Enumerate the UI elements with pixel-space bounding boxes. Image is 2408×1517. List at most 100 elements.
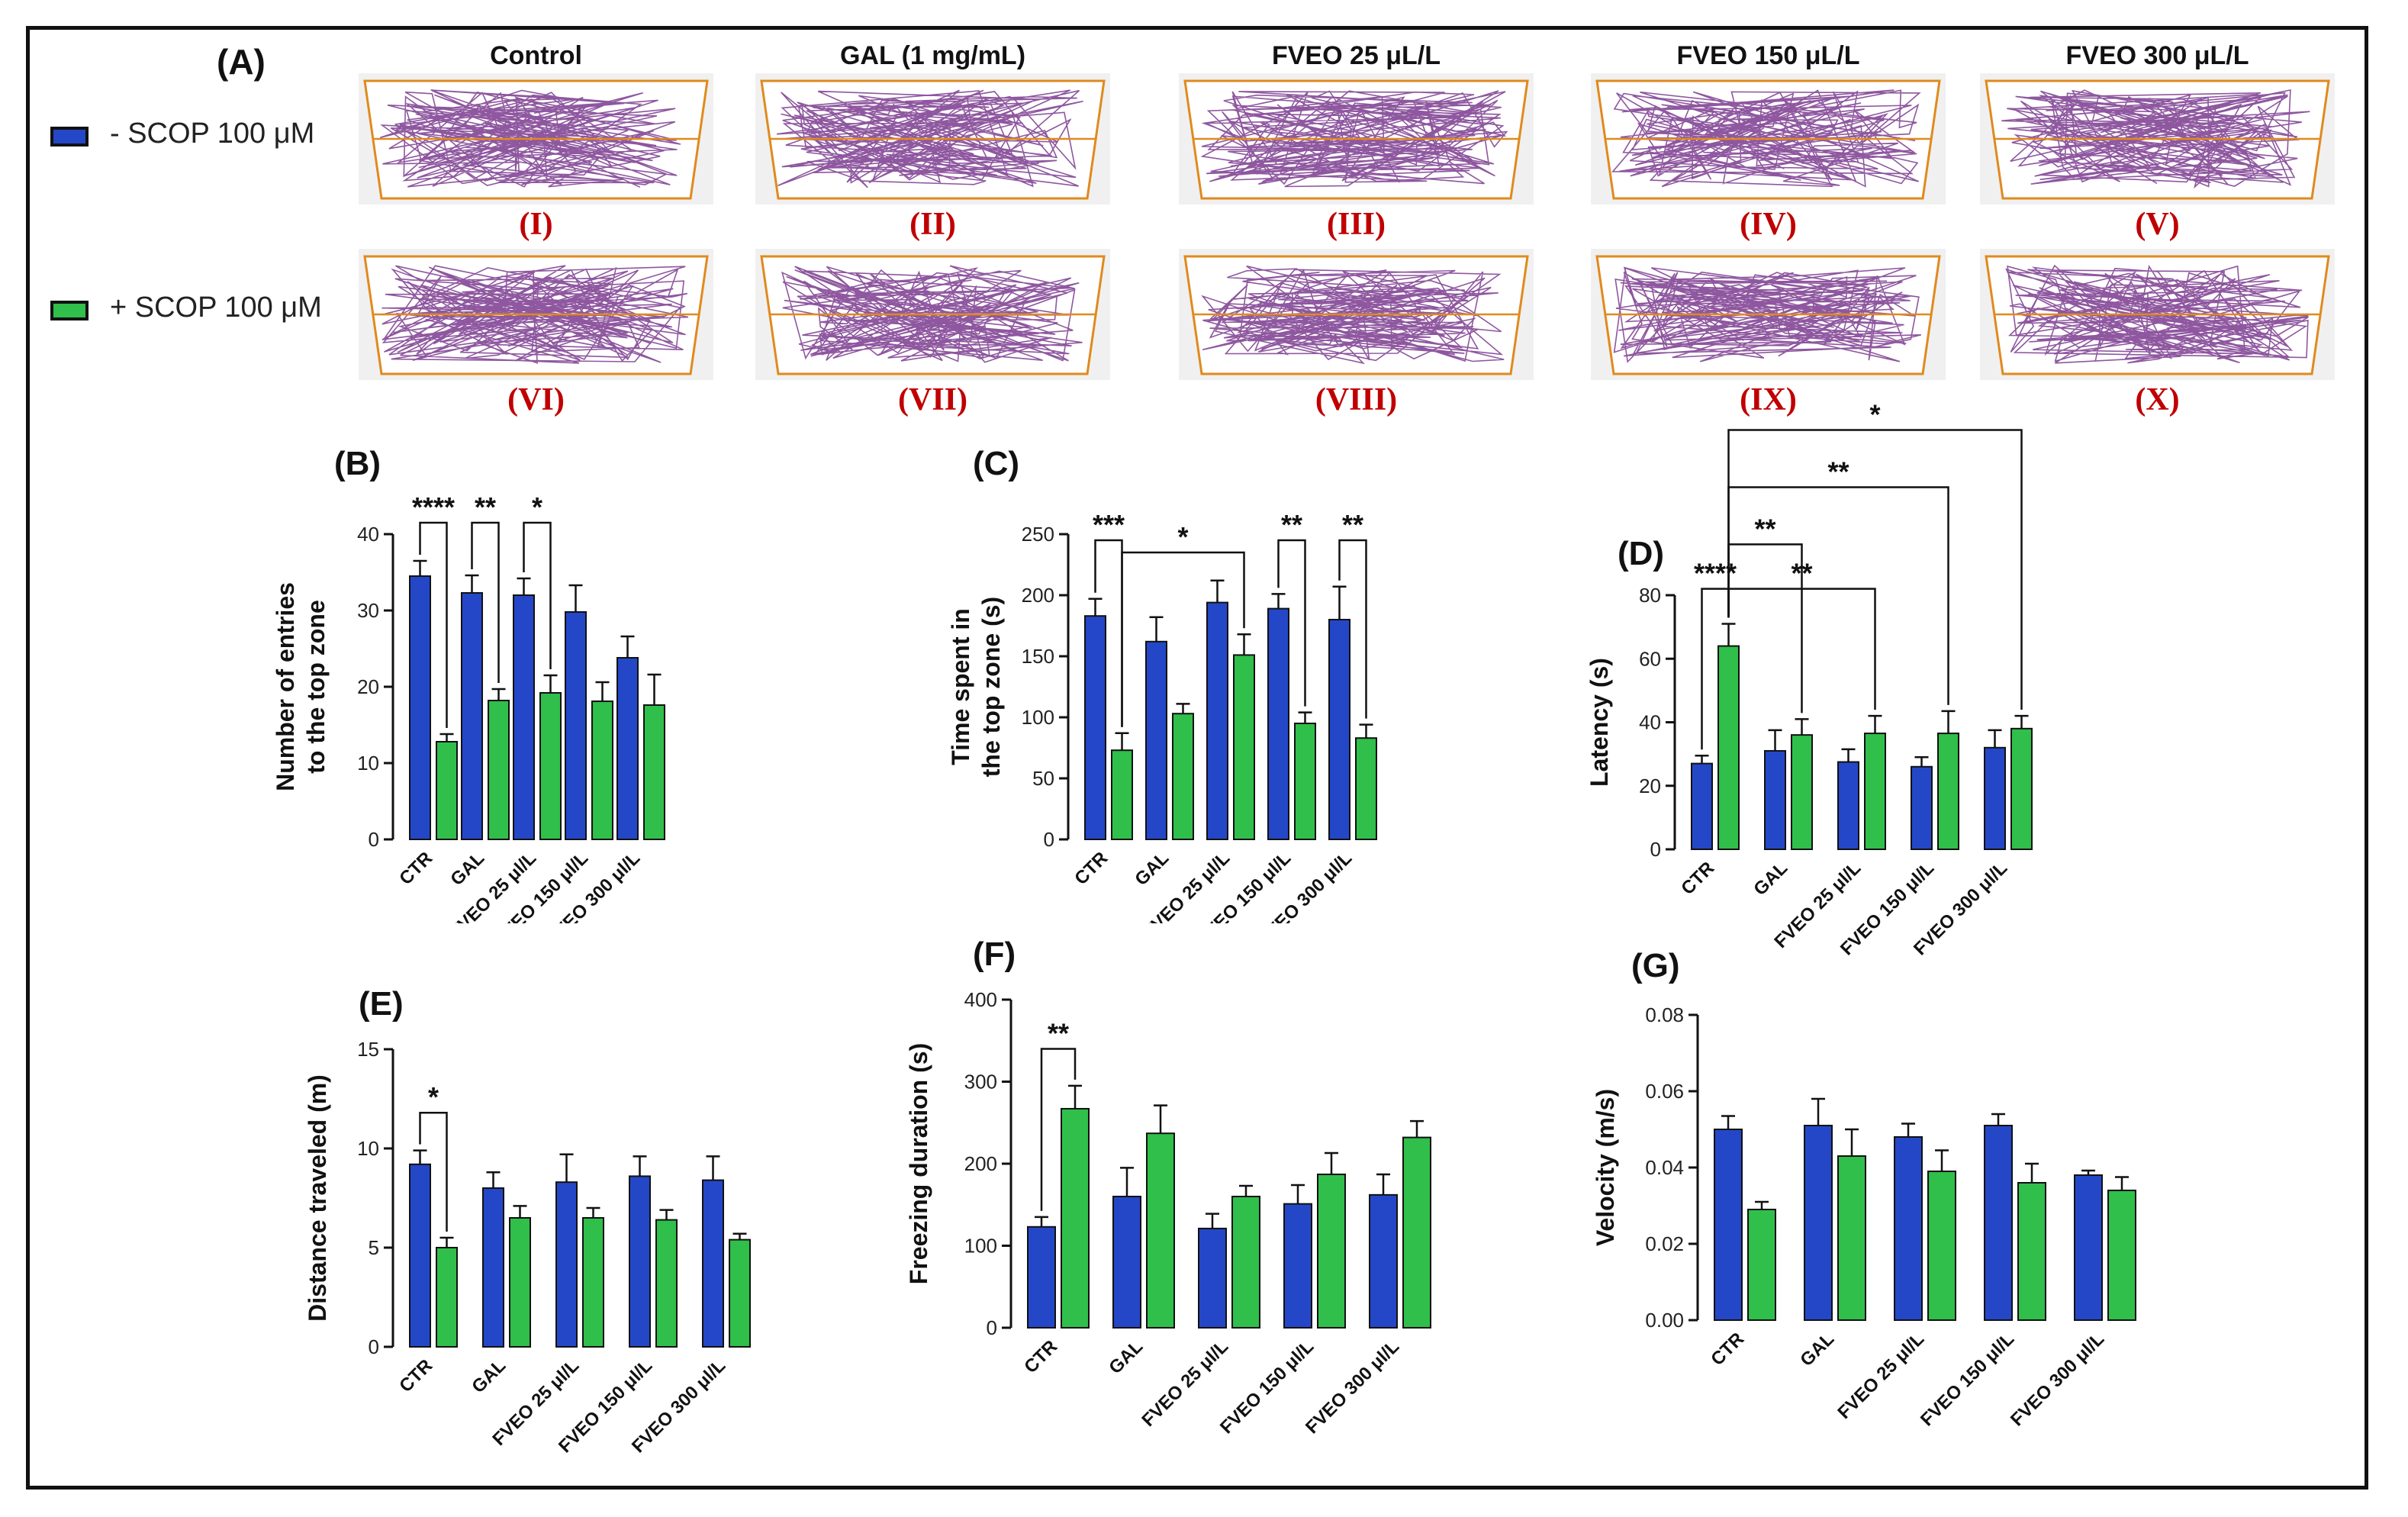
bar-E-minus-scop-2: [555, 1181, 578, 1348]
category-label: GAL: [468, 1355, 510, 1397]
significance-stars: *: [1177, 521, 1188, 552]
bar-G-minus-scop-4: [2074, 1174, 2103, 1321]
y-tick-label: 0: [987, 1316, 997, 1339]
significance-stars: *: [428, 1081, 439, 1113]
significance-bracket: [1121, 551, 1245, 727]
column-title-3: FVEO 25 μL/L: [1271, 41, 1441, 70]
y-tick-label: 300: [964, 1071, 997, 1093]
significance-bracket: [419, 1111, 448, 1232]
bar-G-minus-scop-3: [1984, 1125, 2013, 1321]
column-title-5: FVEO 300 μL/L: [2065, 41, 2249, 70]
bar-C-minus-scop-3: [1267, 607, 1289, 840]
category-label: FVEO 300 μl/L: [2007, 1329, 2108, 1430]
y-axis-label: Distance traveled (m): [304, 1074, 331, 1322]
y-tick-label: 40: [1639, 711, 1661, 734]
bar-E-plus-scop-0: [436, 1247, 458, 1348]
y-tick-label: 80: [1639, 584, 1661, 607]
category-label: GAL: [1750, 858, 1792, 900]
significance-bracket: [471, 521, 500, 683]
y-tick-label: 0.00: [1645, 1309, 1684, 1332]
significance-bracket: [1277, 539, 1306, 707]
bar-D-minus-scop-4: [1984, 746, 2006, 850]
bar-C-plus-scop-1: [1172, 713, 1194, 841]
panel-label-F: (F): [973, 936, 1016, 973]
significance-bracket: [523, 521, 552, 669]
category-label: CTR: [395, 1355, 436, 1396]
y-axis-label: Number of entries: [272, 582, 299, 791]
bar-C-minus-scop-4: [1328, 619, 1350, 840]
bar-D-plus-scop-0: [1717, 645, 1740, 850]
legend-text-minus-scop: - SCOP 100 μM: [110, 118, 315, 150]
chart-G: (G) 0.00 0.02 0.04 0.06 0.08 Velocity (m/s) CTR…: [1592, 947, 2136, 1430]
y-tick-label: 0: [369, 1335, 379, 1358]
significance-stars: **: [1827, 456, 1849, 487]
y-tick-label: 15: [357, 1038, 379, 1061]
y-tick-label: 0.02: [1645, 1232, 1684, 1255]
track-plot-1: [359, 73, 713, 205]
swim-trajectory: [1613, 266, 1921, 363]
track-label-6: (VI): [507, 382, 565, 417]
track-plot-2: [755, 73, 1110, 205]
bar-G-plus-scop-2: [1927, 1171, 1956, 1321]
bar-C-plus-scop-4: [1355, 737, 1377, 841]
significance-stars: **: [1281, 509, 1302, 540]
bar-B-plus-scop-3: [591, 701, 613, 840]
bar-G-minus-scop-1: [1804, 1125, 1833, 1321]
swim-trajectory: [776, 89, 1083, 188]
category-label: FVEO 150 μl/L: [1917, 1329, 2018, 1430]
legend-text-plus-scop: + SCOP 100 μM: [110, 291, 322, 324]
bar-E-minus-scop-3: [629, 1175, 651, 1348]
bar-F-plus-scop-3: [1317, 1173, 1346, 1329]
y-tick-label: 100: [964, 1235, 997, 1258]
track-label-9: (IX): [1740, 382, 1797, 417]
bar-C-minus-scop-0: [1084, 615, 1106, 840]
significance-bracket: [419, 521, 448, 728]
significance-stars: **: [1754, 513, 1775, 544]
y-tick-label: 200: [1022, 584, 1054, 607]
track-plot-7: [755, 249, 1110, 380]
bar-D-plus-scop-1: [1791, 734, 1813, 850]
chart-B: (B) 0 10 20 30 40 Number of entries to the top …: [272, 445, 665, 923]
swim-trajectory: [2005, 264, 2309, 364]
significance-stars: ****: [412, 491, 455, 523]
y-tick-label: 20: [1639, 775, 1661, 797]
bar-B-minus-scop-1: [461, 592, 483, 840]
track-plot-6: [359, 249, 713, 380]
bar-F-minus-scop-3: [1283, 1203, 1312, 1329]
bar-E-minus-scop-4: [702, 1179, 724, 1348]
y-tick-label: 10: [357, 1137, 379, 1160]
track-label-7: (VII): [898, 382, 967, 417]
legend-swatch-minus-scop: [50, 127, 89, 147]
y-axis-label: Freezing duration (s): [905, 1043, 932, 1284]
category-label: FVEO 25 μl/L: [1833, 1329, 1928, 1423]
y-tick-label: 250: [1022, 523, 1054, 546]
category-label: CTR: [1677, 858, 1718, 899]
category-label: CTR: [1070, 848, 1112, 889]
category-label: GAL: [1105, 1336, 1147, 1378]
bar-D-plus-scop-2: [1864, 733, 1886, 850]
bar-B-plus-scop-1: [488, 700, 510, 840]
bar-D-minus-scop-0: [1691, 762, 1713, 850]
bar-C-plus-scop-0: [1111, 749, 1133, 841]
swim-trajectory: [379, 89, 681, 188]
bar-C-plus-scop-3: [1294, 723, 1316, 840]
bar-E-plus-scop-1: [509, 1217, 531, 1348]
bar-F-minus-scop-4: [1369, 1193, 1398, 1329]
track-label-5: (V): [2135, 207, 2180, 242]
y-axis-label: to the top zone: [302, 600, 330, 774]
bar-D-minus-scop-3: [1911, 765, 1933, 850]
bar-F-plus-scop-4: [1402, 1136, 1431, 1329]
y-tick-label: 60: [1639, 647, 1661, 670]
track-label-8: (VIII): [1315, 382, 1398, 417]
category-label: FVEO 25 μl/L: [1138, 1336, 1232, 1431]
swim-trajectory: [381, 265, 689, 364]
bar-B-minus-scop-0: [409, 575, 431, 840]
bar-G-plus-scop-0: [1747, 1209, 1776, 1321]
y-tick-label: 30: [357, 599, 379, 622]
track-label-4: (IV): [1740, 207, 1797, 242]
figure-frame: [26, 26, 2368, 1490]
panel-label-G: (G): [1631, 947, 1680, 984]
swim-trajectory: [1200, 90, 1508, 188]
bar-C-minus-scop-2: [1206, 601, 1228, 840]
column-title-4: FVEO 150 μL/L: [1676, 41, 1860, 70]
